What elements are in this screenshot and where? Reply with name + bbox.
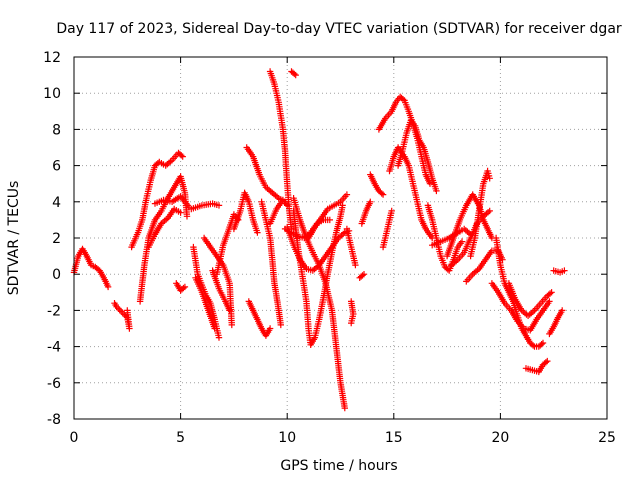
data-point-markers xyxy=(546,307,566,338)
y-tick-label: -6 xyxy=(47,376,61,392)
data-point-markers xyxy=(266,68,295,233)
data-series xyxy=(70,68,568,412)
data-trace xyxy=(151,193,193,211)
data-trace xyxy=(188,200,223,213)
data-point-markers xyxy=(213,211,242,278)
data-point-markers xyxy=(188,200,223,213)
data-point-markers xyxy=(290,202,346,348)
data-point-markers xyxy=(70,245,112,291)
data-trace xyxy=(128,149,186,251)
data-point-markers xyxy=(356,271,368,281)
y-axis-label: SDTVAR / TECUs xyxy=(6,181,22,296)
axes: 0 5 10 15 20 25 -8 -6 -4 -2 0 2 4 6 8 10 12 xyxy=(43,50,616,446)
data-point-markers xyxy=(258,198,284,329)
y-tick-label: 2 xyxy=(52,231,61,247)
data-trace xyxy=(192,274,218,332)
data-trace xyxy=(488,280,553,334)
data-point-markers xyxy=(550,267,568,276)
data-point-markers xyxy=(367,171,387,198)
data-trace xyxy=(284,223,353,274)
data-point-markers xyxy=(111,300,133,332)
data-point-markers xyxy=(343,225,359,269)
data-trace xyxy=(550,267,568,276)
y-tick-label: -8 xyxy=(47,412,61,428)
data-point-markers xyxy=(488,280,553,334)
data-point-markers xyxy=(173,280,189,294)
data-point-markers xyxy=(467,167,493,260)
data-point-markers xyxy=(288,68,299,79)
data-point-markers xyxy=(379,207,395,251)
data-trace xyxy=(379,207,395,251)
data-trace xyxy=(348,298,357,327)
data-point-markers xyxy=(305,191,351,242)
chart-title: Day 117 of 2023, Sidereal Day-to-day VTE… xyxy=(56,21,622,37)
x-tick-label: 5 xyxy=(176,430,185,446)
y-tick-label: 10 xyxy=(43,86,61,102)
data-trace xyxy=(386,144,436,242)
x-tick-label: 10 xyxy=(278,430,296,446)
data-trace xyxy=(258,198,284,329)
data-point-markers xyxy=(128,149,186,251)
data-point-markers xyxy=(394,117,440,195)
data-trace xyxy=(467,167,493,260)
data-trace xyxy=(200,234,235,329)
y-tick-label: -4 xyxy=(47,340,61,356)
data-point-markers xyxy=(290,195,348,412)
x-tick-label: 25 xyxy=(598,430,616,446)
data-point-markers xyxy=(522,357,551,376)
y-tick-label: 0 xyxy=(52,267,61,283)
data-trace xyxy=(305,191,351,242)
x-tick-label: 20 xyxy=(491,430,509,446)
data-point-markers xyxy=(284,223,353,274)
data-trace xyxy=(243,144,289,205)
data-trace xyxy=(245,298,274,339)
x-tick-label: 0 xyxy=(70,430,79,446)
data-point-markers xyxy=(145,205,184,251)
data-point-markers xyxy=(230,189,261,236)
data-trace xyxy=(358,198,374,227)
data-trace xyxy=(145,205,184,251)
data-point-markers xyxy=(151,193,193,211)
data-trace xyxy=(213,211,242,278)
data-point-markers xyxy=(200,234,235,329)
data-trace xyxy=(266,68,295,233)
data-point-markers xyxy=(386,144,436,242)
data-trace xyxy=(290,195,348,412)
y-tick-label: 6 xyxy=(52,159,61,175)
data-point-markers xyxy=(136,173,191,305)
data-trace xyxy=(394,117,440,195)
data-trace xyxy=(505,280,555,319)
y-tick-label: -2 xyxy=(47,303,61,319)
data-trace xyxy=(343,225,359,269)
data-trace xyxy=(230,189,261,236)
data-trace xyxy=(522,357,551,376)
data-trace xyxy=(546,307,566,338)
data-trace xyxy=(367,171,387,198)
x-tick-label: 15 xyxy=(385,430,403,446)
y-tick-label: 12 xyxy=(43,50,61,66)
data-point-markers xyxy=(266,196,291,227)
y-tick-label: 4 xyxy=(52,195,61,211)
data-point-markers xyxy=(505,280,555,319)
data-trace xyxy=(266,196,291,227)
data-trace xyxy=(173,280,189,294)
data-trace xyxy=(70,245,112,291)
data-trace xyxy=(136,173,191,305)
data-trace xyxy=(356,271,368,281)
y-tick-label: 8 xyxy=(52,122,61,138)
x-axis-label: GPS time / hours xyxy=(280,458,397,474)
data-point-markers xyxy=(358,198,374,227)
data-point-markers xyxy=(245,298,274,339)
data-trace xyxy=(111,300,133,332)
data-point-markers xyxy=(243,144,289,205)
data-trace xyxy=(288,68,299,79)
data-point-markers xyxy=(348,298,357,327)
data-trace xyxy=(290,202,346,348)
data-point-markers xyxy=(192,274,218,332)
